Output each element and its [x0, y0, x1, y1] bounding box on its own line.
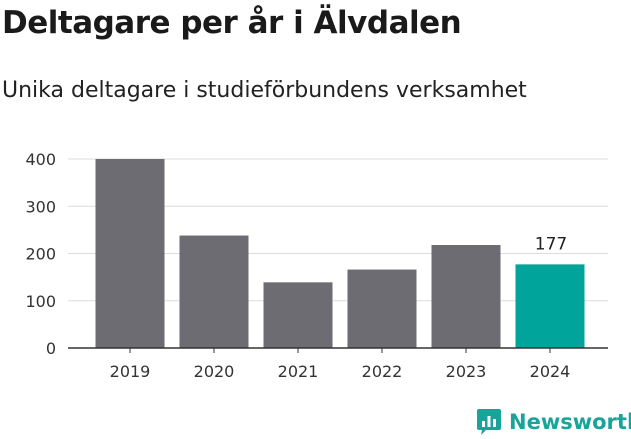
x-tick-label: 2022	[362, 362, 403, 381]
chart-title: Deltagare per år i Älvdalen	[2, 5, 462, 41]
newsworthy-logo-icon	[477, 409, 501, 435]
bar	[179, 235, 249, 348]
y-tick-label: 300	[25, 197, 56, 216]
bar	[263, 282, 333, 348]
brand-name: Newsworthy	[509, 410, 631, 434]
data-label: 177	[535, 234, 567, 254]
x-tick-label: 2020	[194, 362, 235, 381]
bar	[515, 264, 585, 348]
y-tick-label: 400	[25, 150, 56, 169]
y-tick-label: 100	[25, 292, 56, 311]
bar	[347, 269, 417, 348]
bar	[431, 244, 501, 348]
y-tick-label: 200	[25, 245, 56, 264]
x-tick-label: 2021	[278, 362, 319, 381]
x-tick-label: 2024	[530, 362, 571, 381]
chart-subtitle: Unika deltagare i studieförbundens verks…	[2, 78, 527, 103]
bar-chart: 0 100 200 300 400 2019 2020 2021 2022 2023 2024 177	[25, 150, 608, 381]
x-tick-label: 2019	[110, 362, 151, 381]
x-tick-label: 2023	[446, 362, 487, 381]
bar	[95, 159, 165, 348]
y-tick-label: 0	[46, 339, 56, 358]
brand-logo: Newsworthy	[476, 407, 631, 437]
